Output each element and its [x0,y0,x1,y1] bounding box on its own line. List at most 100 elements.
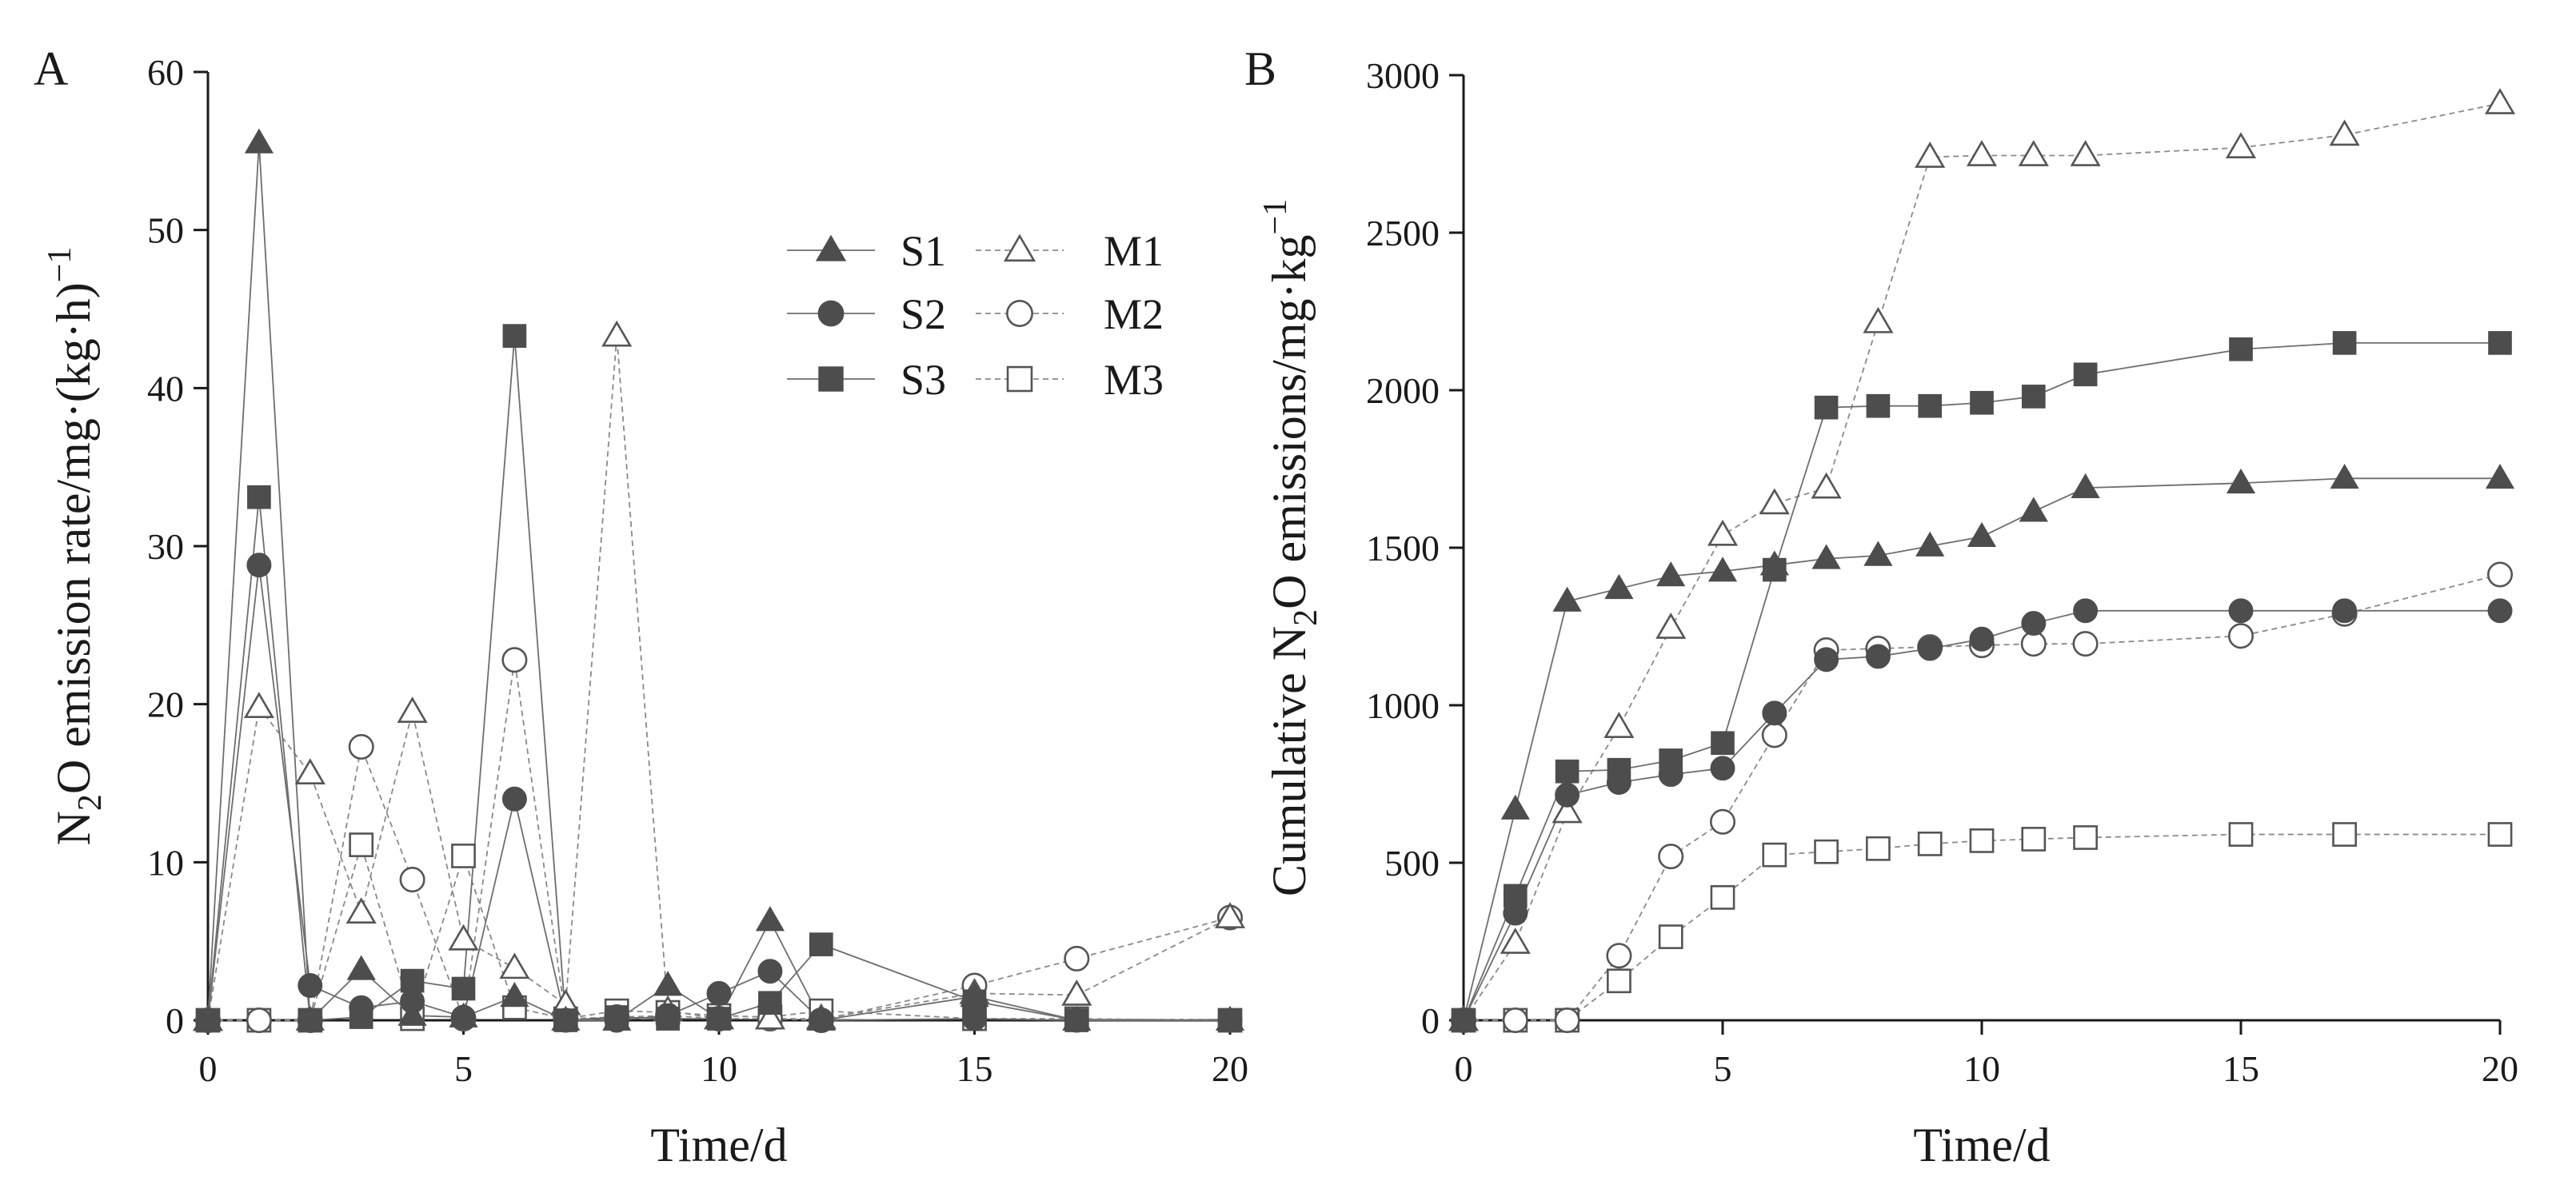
chart-b-point-m3 [1658,924,1683,949]
chart-b-point-s2 [2073,598,2099,624]
chart-b-point-s1 [1967,521,1997,548]
chart-b-y-tick-label: 1500 [1366,528,1440,569]
chart-b-point-s3 [1555,759,1580,784]
chart-b-point-m1 [2329,119,2360,146]
chart-b-point-m1 [1655,612,1687,639]
chart-a: 0 10 20 30 40 50 60 0 5 10 15 20 Time/d N2O emission … [42,52,1248,1171]
chart-b-point-s2 [1814,647,1839,672]
chart-b-point-s1 [2330,464,2359,489]
chart-a-point-s2 [246,553,272,578]
chart-b-point-m2 [2072,631,2099,657]
chart-a-y-tick-label: 50 [147,210,184,251]
chart-a-point-m1 [294,758,325,785]
legend-label-m1: M1 [1104,227,1164,275]
chart-b-point-s1 [2226,468,2256,494]
chart-b-point-s1 [1759,550,1789,576]
legend-marker-s1 [815,234,847,261]
legend-marker-s2 [817,300,845,327]
chart-b-point-m1 [1915,142,1946,168]
chart-b-point-m1 [1707,519,1739,546]
chart-b-point-s3 [2332,331,2357,355]
legend-marker-m2 [1006,300,1033,327]
legend-label-m2: M2 [1104,290,1164,338]
chart-b-point-m1 [1552,796,1583,824]
chart-a-point-m2 [348,734,374,760]
chart-b-point-m2 [1502,1007,1528,1034]
chart-b-series-line-s2 [1463,609,2500,1021]
chart-a-point-m1 [243,692,274,719]
chart-b-point-s2 [1555,782,1580,808]
chart-b-point-s1 [2485,464,2515,489]
legend-marker-m1 [1003,233,1036,262]
chart-a-point-m1 [448,924,479,951]
chart-b-point-s1 [1863,541,1893,566]
chart-a-point-s2 [962,1006,987,1031]
chart-a-x-tick-label: 0 [199,1048,218,1089]
chart-b-point-m1 [2070,140,2101,166]
chart-a-point-m1 [1061,979,1092,1006]
chart-b-x-tick-label: 0 [1455,1048,1473,1089]
panel-label-a: A [34,42,68,95]
chart-a-x-tick-label: 20 [1212,1048,1248,1089]
chart-b: 0 500 1000 1500 2000 2500 3000 0 5 10 15 20 Time/d Cu… [1257,55,2518,1171]
chart-b-point-m2 [2486,561,2514,588]
chart-b-series-line-s1 [1463,477,2500,1021]
chart-b-x-axis-title: Time/d [1913,1119,2050,1171]
chart-b-point-s3 [2488,331,2512,355]
chart-b-y-axis-title: Cumulative N2O emissions/mg·kg−1 [1257,199,1324,896]
chart-a-point-m3 [349,832,374,857]
chart-b-point-s1 [1604,573,1634,600]
chart-b-point-m3 [1762,842,1787,868]
chart-a-series-line-m1 [207,336,1231,1021]
chart-a-point-s1 [653,971,683,996]
chart-b-point-s1 [2071,473,2100,498]
chart-b-point-m1 [1863,306,1894,333]
chart-b-point-s2 [2021,611,2047,636]
chart-a-point-s1 [295,1005,325,1031]
chart-b-point-s3 [2073,362,2098,387]
chart-b-point-m3 [1866,836,1891,861]
chart-a-point-s3 [502,324,527,348]
chart-b-point-m1 [1500,928,1531,954]
chart-b-point-m1 [1811,472,1842,499]
chart-b-x-tick-label: 5 [1714,1048,1732,1089]
panel-label-b: B [1244,42,1276,95]
legend-label-m3: M3 [1104,356,1164,404]
legend-label-s2: S2 [901,290,946,338]
chart-a-x-axis-title: Time/d [650,1119,787,1171]
chart-a-point-m1 [397,696,428,723]
chart-a-point-s1 [806,1005,836,1031]
chart-b-point-s2 [1503,900,1528,926]
chart-a-point-m2 [1064,945,1090,972]
chart-b-y-tick-label: 1000 [1366,685,1440,726]
chart-b-point-s2 [2228,598,2254,624]
chart-b-point-s2 [1917,636,1943,661]
chart-a-y-tick-label: 40 [147,368,184,409]
chart-b-point-m3 [1917,831,1943,856]
chart-b-point-s1 [2019,497,2048,522]
chart-a-y-tick-label: 0 [166,1000,184,1041]
chart-a-point-s1 [602,1005,632,1031]
chart-a-series-line-m3 [208,842,1231,1022]
chart-b-point-m3 [1607,968,1631,994]
chart-b-point-m1 [1966,140,1998,166]
chart-a-point-s1 [960,982,989,1007]
chart-b-point-s2 [1710,756,1735,781]
chart-b-point-m2 [1606,943,1632,969]
chart-b-point-m2 [1554,1007,1580,1034]
chart-a-point-s3 [400,968,425,993]
chart-b-point-m3 [2332,822,2357,847]
chart-a-point-m2 [501,647,528,673]
chart-b-series-line-m1 [1463,102,2501,1021]
chart-b-point-s1 [1500,794,1530,820]
chart-a-point-s2 [655,1003,681,1028]
chart-a-point-s1 [755,906,785,932]
chart-b-x-tick-label: 10 [1963,1048,2000,1089]
chart-b-point-m1 [2484,88,2516,114]
chart-a-point-m1 [499,952,530,980]
chart-b-point-m1 [1604,712,1635,738]
chart-a-point-s3 [247,485,271,509]
chart-a-point-s1 [1062,1005,1092,1031]
chart-b-point-m2 [1658,844,1684,870]
